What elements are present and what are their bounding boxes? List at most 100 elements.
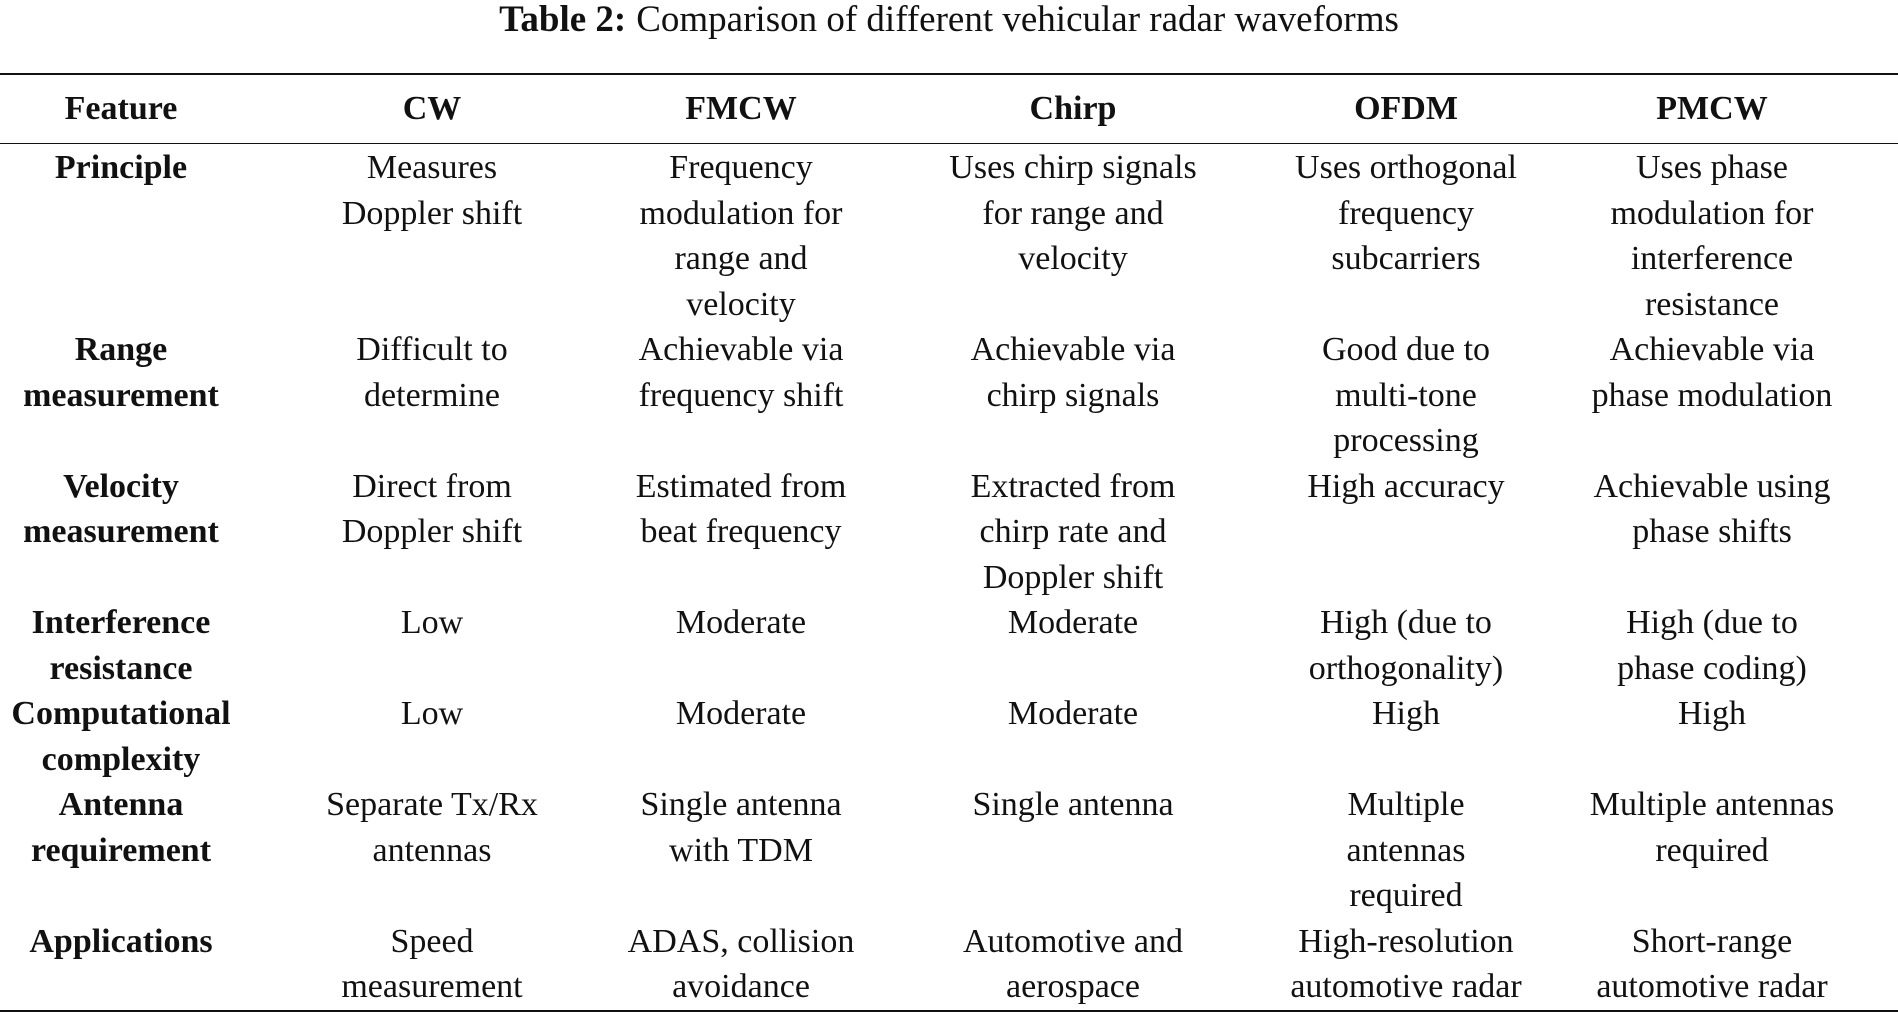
cell-line: Achievable using bbox=[1593, 467, 1831, 505]
cell-fmcw: Frequency modulation for range and velocit… bbox=[622, 144, 860, 328]
table-row: Velocity measurement Direct from Doppler sh… bbox=[0, 464, 1898, 601]
cell-line: Separate Tx/Rx bbox=[326, 786, 538, 823]
cell-ofdm: Good due to multi-tone processing bbox=[1286, 327, 1526, 464]
cell-line: Single antenna bbox=[640, 786, 842, 823]
table-body: Principle Measures Doppler shift Frequency m… bbox=[0, 144, 1898, 1011]
cell-line: determine bbox=[364, 376, 500, 414]
cell-line: Difficult to bbox=[356, 331, 508, 368]
table-row: Range measurement Difficult to determine Ach… bbox=[0, 327, 1898, 464]
cell-chirp: Automotive and aerospace bbox=[860, 919, 1286, 1011]
table-header: Feature CW FMCW Chirp OFDM PMCW bbox=[0, 74, 1898, 144]
cell-line: Multiple antennas bbox=[1589, 786, 1835, 823]
cell-line: Achievable via bbox=[1609, 331, 1815, 368]
cell-line: Extracted from bbox=[970, 467, 1176, 505]
cell-line: avoidance bbox=[672, 968, 810, 1005]
cell-line: aerospace bbox=[1005, 968, 1140, 1005]
feature-cell: Interference resistance bbox=[0, 600, 242, 691]
cell-line: Applications bbox=[29, 922, 213, 960]
cell-line: frequency shift bbox=[638, 376, 844, 414]
table-row: Principle Measures Doppler shift Frequency m… bbox=[0, 144, 1898, 328]
cell-ofdm: Multiple antennas required bbox=[1286, 782, 1526, 919]
cell-line: processing bbox=[1333, 422, 1479, 459]
cell-cw: Separate Tx/Rx antennas bbox=[242, 782, 622, 919]
cell-line: Moderate bbox=[1007, 604, 1139, 641]
cell-line: Uses orthogonal bbox=[1295, 149, 1517, 186]
cell-line: Multiple antennas bbox=[1346, 786, 1466, 869]
cell-fmcw: Moderate bbox=[622, 600, 860, 691]
cell-line: measurement bbox=[341, 968, 523, 1005]
cell-cw: Measures Doppler shift bbox=[242, 144, 622, 328]
cell-line: with TDM bbox=[669, 831, 813, 869]
cell-cw: Direct from Doppler shift bbox=[242, 464, 622, 601]
cell-pmcw: Achievable via phase modulation bbox=[1526, 327, 1898, 464]
cell-line: velocity bbox=[1018, 240, 1128, 277]
cell-line: Moderate bbox=[1007, 695, 1139, 732]
cell-line: requirement bbox=[30, 831, 212, 869]
cell-chirp: Moderate bbox=[860, 600, 1286, 691]
cell-line: chirp signals bbox=[986, 376, 1160, 414]
cell-line: Moderate bbox=[675, 695, 807, 732]
cell-line: Direct from bbox=[352, 467, 512, 505]
cell-line: beat frequency bbox=[640, 513, 842, 550]
waveform-comparison-table: Feature CW FMCW Chirp OFDM PMCW Principl… bbox=[0, 73, 1898, 1012]
cell-fmcw: Moderate bbox=[622, 691, 860, 782]
cell-line: Low bbox=[400, 695, 464, 732]
cell-line: Estimated from bbox=[635, 467, 847, 505]
cell-line: multi-tone bbox=[1335, 376, 1477, 414]
cell-line: measurement bbox=[23, 513, 219, 550]
cell-pmcw: Achievable using phase shifts bbox=[1526, 464, 1898, 601]
cell-line: Speed bbox=[390, 922, 474, 960]
cell-line: Good due to bbox=[1321, 331, 1491, 368]
cell-line: antennas bbox=[372, 831, 492, 869]
cell-fmcw: Estimated from beat frequency bbox=[622, 464, 860, 601]
cell-line: phase modulation bbox=[1591, 376, 1833, 414]
cell-line: complexity bbox=[41, 740, 201, 778]
table-caption: Table 2: Comparison of different vehicula… bbox=[0, 0, 1898, 40]
cell-pmcw: High (due to phase coding) bbox=[1526, 600, 1898, 691]
cell-line: modulation for bbox=[639, 194, 843, 232]
cell-cw: Difficult to determine bbox=[242, 327, 622, 464]
cell-line: phase shifts bbox=[1632, 513, 1792, 550]
feature-cell: Computational complexity bbox=[0, 691, 242, 782]
cell-line: High accuracy bbox=[1307, 467, 1505, 505]
cell-ofdm: High (due to orthogonality) bbox=[1286, 600, 1526, 691]
cell-line: Computational bbox=[11, 695, 231, 732]
cell-ofdm: High accuracy bbox=[1286, 464, 1526, 601]
cell-line: automotive radar bbox=[1596, 968, 1828, 1005]
cell-fmcw: Single antenna with TDM bbox=[622, 782, 860, 919]
cell-line: Moderate bbox=[675, 604, 807, 641]
feature-cell: Range measurement bbox=[0, 327, 242, 464]
cell-line: Achievable via bbox=[638, 331, 844, 368]
header-feature: Feature bbox=[64, 90, 178, 128]
cell-line: Doppler shift bbox=[982, 558, 1164, 596]
cell-line: Antenna bbox=[58, 786, 184, 823]
feature-cell: Velocity measurement bbox=[0, 464, 242, 601]
cell-cw: Low bbox=[242, 691, 622, 782]
cell-pmcw: High bbox=[1526, 691, 1898, 782]
cell-line: Uses phase bbox=[1635, 149, 1789, 186]
cell-line: subcarriers bbox=[1331, 240, 1481, 277]
caption-text: Comparison of different vehicular radar … bbox=[636, 0, 1399, 40]
caption-label: Table 2: bbox=[499, 0, 627, 40]
cell-line: required bbox=[1349, 877, 1463, 914]
cell-line: Doppler shift bbox=[341, 194, 523, 232]
table-row: Computational complexity Low Moderate Modera… bbox=[0, 691, 1898, 782]
cell-pmcw: Multiple antennas required bbox=[1526, 782, 1898, 919]
cell-line: resistance bbox=[49, 649, 193, 687]
header-ofdm: OFDM bbox=[1354, 90, 1458, 128]
cell-line: Automotive and bbox=[962, 922, 1184, 960]
header-row: Feature CW FMCW Chirp OFDM PMCW bbox=[0, 74, 1898, 144]
feature-cell: Antenna requirement bbox=[0, 782, 242, 919]
header-fmcw: FMCW bbox=[685, 90, 797, 128]
cell-line: chirp rate and bbox=[979, 513, 1167, 550]
cell-line: Achievable via bbox=[970, 331, 1176, 368]
header-cw: CW bbox=[402, 90, 462, 128]
cell-fmcw: Achievable via frequency shift bbox=[622, 327, 860, 464]
cell-line: modulation for bbox=[1610, 194, 1814, 232]
cell-line: High-resolution bbox=[1298, 922, 1514, 960]
cell-line: frequency bbox=[1338, 194, 1474, 232]
cell-line: ADAS, collision bbox=[627, 922, 855, 960]
cell-line: Low bbox=[400, 604, 464, 641]
cell-line: range and velocity bbox=[674, 240, 808, 323]
cell-line: Doppler shift bbox=[341, 513, 523, 550]
